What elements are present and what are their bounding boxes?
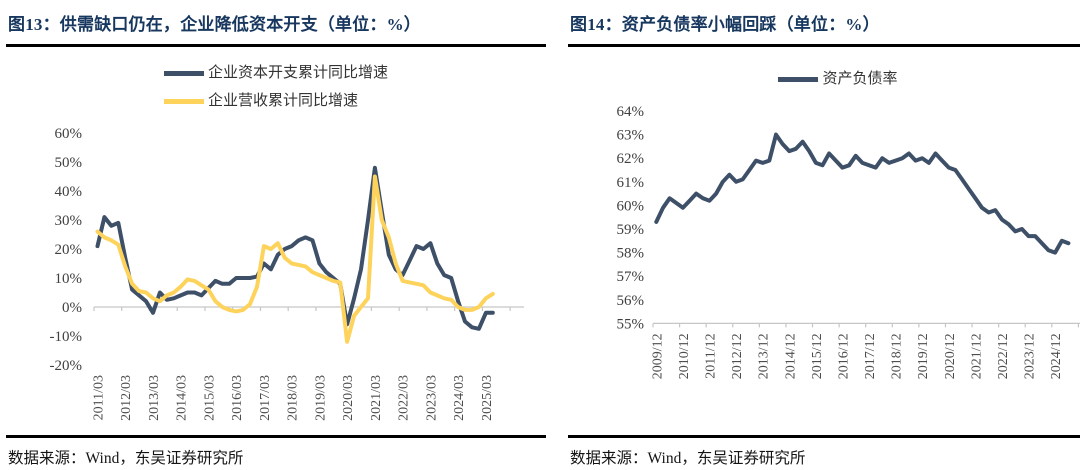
svg-text:56%: 56% [617, 293, 645, 309]
svg-text:2013/03: 2013/03 [147, 375, 162, 421]
svg-text:59%: 59% [617, 222, 645, 238]
svg-text:2021/03: 2021/03 [369, 375, 384, 421]
svg-text:2024/12: 2024/12 [1049, 333, 1064, 379]
legend-label-capex: 企业资本开支累计同比增速 [207, 65, 388, 81]
capex-line-swatch-icon [163, 70, 204, 76]
svg-text:0%: 0% [62, 300, 82, 316]
svg-text:2025/03: 2025/03 [480, 375, 495, 421]
svg-text:2012/03: 2012/03 [119, 375, 134, 421]
debt-ratio-line-chart: 64% 63% 62% 61% 60% 59% 58% 57% 56% 55% 2009/12 201… [617, 104, 1080, 379]
revenue-line-swatch-icon [163, 98, 204, 104]
svg-text:2018/12: 2018/12 [890, 333, 905, 379]
svg-text:-20%: -20% [50, 358, 83, 374]
svg-text:2014/12: 2014/12 [783, 333, 798, 379]
svg-text:-10%: -10% [50, 329, 83, 345]
legend-label-debt-ratio: 资产负债率 [822, 71, 898, 87]
svg-text:61%: 61% [617, 175, 645, 191]
svg-text:50%: 50% [55, 155, 83, 171]
svg-text:2020/03: 2020/03 [341, 375, 356, 421]
svg-text:55%: 55% [617, 316, 645, 332]
figure-14: 图14：资产负债率小幅回踩（单位：%） 资产负债率 64% 63% 62% 61% 60… [568, 4, 1080, 470]
svg-text:2019/03: 2019/03 [313, 375, 328, 421]
svg-text:2014/03: 2014/03 [175, 375, 190, 421]
svg-text:2017/12: 2017/12 [863, 333, 878, 379]
debt-ratio-line-swatch-icon [778, 76, 819, 82]
svg-text:57%: 57% [617, 269, 645, 285]
legend-label-revenue: 企业营收累计同比增速 [207, 93, 358, 109]
svg-text:20%: 20% [55, 242, 83, 258]
legend-item-debt-ratio: 资产负债率 [778, 68, 898, 90]
svg-text:60%: 60% [617, 198, 645, 214]
svg-text:40%: 40% [55, 184, 83, 200]
figure-13-source-rule [6, 435, 546, 438]
svg-text:64%: 64% [617, 104, 645, 120]
svg-text:2024/03: 2024/03 [452, 375, 467, 421]
svg-text:2017/03: 2017/03 [258, 375, 273, 421]
svg-text:62%: 62% [617, 151, 645, 167]
capex-revenue-line-chart: 60% 50% 40% 30% 20% 10% 0% -10% -20% 2011/03 2012/… [50, 126, 524, 421]
svg-text:63%: 63% [617, 128, 645, 144]
figure-14-source-rule [568, 435, 1080, 438]
svg-text:2022/03: 2022/03 [397, 375, 412, 421]
svg-text:2023/03: 2023/03 [424, 375, 439, 421]
figure-13-source: 数据来源：Wind，东吴证券研究所 [8, 449, 244, 467]
svg-text:60%: 60% [55, 126, 83, 142]
spacer [568, 413, 1080, 435]
svg-text:2016/03: 2016/03 [230, 375, 245, 421]
svg-text:2016/12: 2016/12 [836, 333, 851, 379]
svg-text:2019/12: 2019/12 [916, 333, 931, 379]
svg-text:2013/12: 2013/12 [757, 333, 772, 379]
svg-text:2012/12: 2012/12 [730, 333, 745, 379]
figure-13: 图13：供需缺口仍在，企业降低资本开支（单位：%） 企业资本开支累计同比增速 企… [6, 4, 546, 470]
legend-item-capex: 企业资本开支累计同比增速 [163, 62, 388, 84]
svg-text:2020/12: 2020/12 [943, 333, 958, 379]
svg-text:2015/03: 2015/03 [202, 375, 217, 421]
svg-text:2010/12: 2010/12 [677, 333, 692, 379]
svg-text:10%: 10% [55, 271, 83, 287]
svg-text:2023/12: 2023/12 [1023, 333, 1038, 379]
figure-13-title: 图13：供需缺口仍在，企业降低资本开支（单位：%） [8, 15, 421, 34]
svg-text:58%: 58% [617, 246, 645, 262]
figure-13-title-rule [6, 44, 546, 47]
svg-text:2021/12: 2021/12 [969, 333, 984, 379]
figure-14-title: 图14：资产负债率小幅回踩（单位：%） [570, 15, 880, 34]
figure-14-legend: 资产负债率 [568, 65, 1080, 93]
figure-13-legend: 企业资本开支累计同比增速 企业营收累计同比增速 [6, 59, 546, 115]
figure-14-source: 数据来源：Wind，东吴证券研究所 [570, 449, 806, 467]
svg-text:2015/12: 2015/12 [810, 333, 825, 379]
svg-text:2018/03: 2018/03 [286, 375, 301, 421]
svg-text:30%: 30% [55, 213, 83, 229]
svg-text:2022/12: 2022/12 [996, 333, 1011, 379]
svg-text:2009/12: 2009/12 [650, 333, 665, 379]
figure-14-title-rule [568, 44, 1080, 47]
svg-text:2011/03: 2011/03 [91, 375, 106, 420]
svg-text:2011/12: 2011/12 [704, 333, 719, 378]
legend-item-revenue: 企业营收累计同比增速 [163, 90, 358, 112]
